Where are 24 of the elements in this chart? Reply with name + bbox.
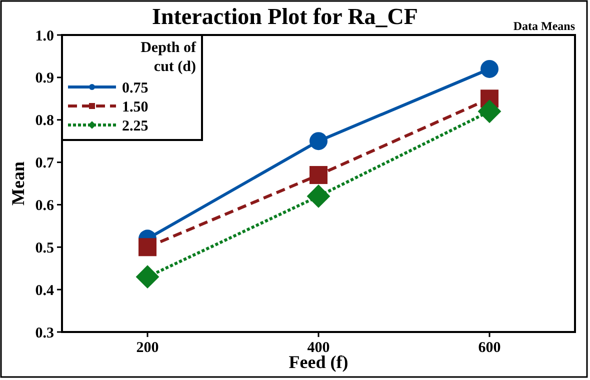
point <box>480 60 498 78</box>
y-tick-label: 0.6 <box>35 198 54 214</box>
legend-label: 2.25 <box>122 118 148 134</box>
point <box>310 132 328 150</box>
x-tick-label: 200 <box>136 340 159 356</box>
y-tick-label: 0.7 <box>35 156 54 172</box>
y-tick-label: 0.3 <box>35 325 54 342</box>
text: Data Means <box>513 19 576 33</box>
y-tick-label: 0.4 <box>35 282 54 299</box>
point <box>310 166 328 184</box>
point <box>138 238 156 256</box>
y-tick-label: 1.0 <box>35 28 54 44</box>
point <box>306 184 330 208</box>
y-tick-label: 0.9 <box>35 70 54 87</box>
point <box>136 265 160 289</box>
y-tick-label: 0.5 <box>35 240 54 256</box>
legend-label: 0.75 <box>122 80 148 96</box>
y-tick-label: 0.8 <box>35 113 54 130</box>
legend-label: 1.50 <box>122 99 148 116</box>
point <box>478 100 502 124</box>
legend-title: Depth of cut (d) <box>140 40 197 75</box>
x-tick-label: 600 <box>478 340 501 356</box>
y-axis-title: Mean <box>8 162 28 206</box>
chart-title: Interaction Plot for Ra_CF <box>152 4 418 29</box>
